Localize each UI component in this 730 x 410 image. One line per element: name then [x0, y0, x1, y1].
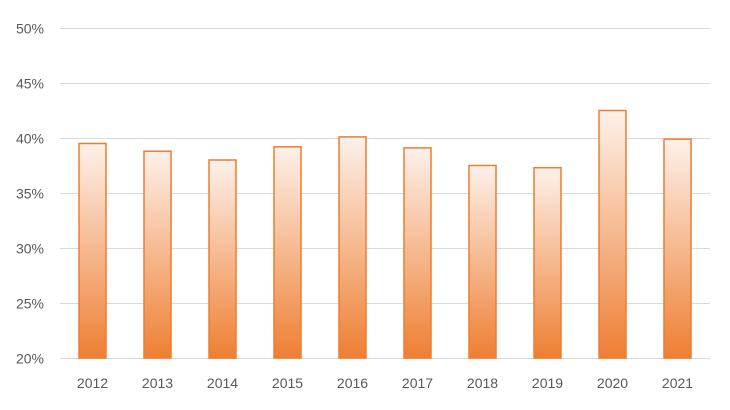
bar-2021: [663, 138, 692, 359]
bar-2017: [403, 147, 432, 359]
y-tick-label: 45%: [16, 76, 44, 92]
y-tick-label: 40%: [16, 131, 44, 147]
y-axis-tick-labels: 20% 25% 30% 35% 40% 45% 50%: [16, 21, 44, 367]
x-tick-label: 2015: [272, 375, 303, 391]
y-tick-label: 50%: [16, 21, 44, 37]
x-tick-label: 2018: [467, 375, 498, 391]
y-tick-label: 30%: [16, 241, 44, 257]
bar-2012: [78, 142, 107, 359]
bar-2016: [338, 136, 367, 359]
y-tick-label: 25%: [16, 296, 44, 312]
x-tick-label: 2014: [207, 375, 238, 391]
bar-2018: [468, 164, 497, 359]
bar-2014: [208, 159, 237, 359]
bar-2015: [273, 146, 302, 359]
x-tick-label: 2020: [597, 375, 628, 391]
x-tick-label: 2021: [662, 375, 693, 391]
x-tick-label: 2012: [77, 375, 108, 391]
bar-2019: [533, 166, 562, 359]
x-tick-label: 2013: [142, 375, 173, 391]
x-tick-label: 2019: [532, 375, 563, 391]
bars: [78, 109, 692, 359]
y-tick-label: 20%: [16, 351, 44, 367]
bar-2020: [598, 109, 627, 359]
x-tick-label: 2017: [402, 375, 433, 391]
y-tick-label: 35%: [16, 186, 44, 202]
x-axis-tick-labels: 2012 2013 2014 2015 2016 2017 2018 2019 2020 2021: [77, 375, 693, 391]
x-tick-label: 2016: [337, 375, 368, 391]
bar-2013: [143, 150, 172, 359]
